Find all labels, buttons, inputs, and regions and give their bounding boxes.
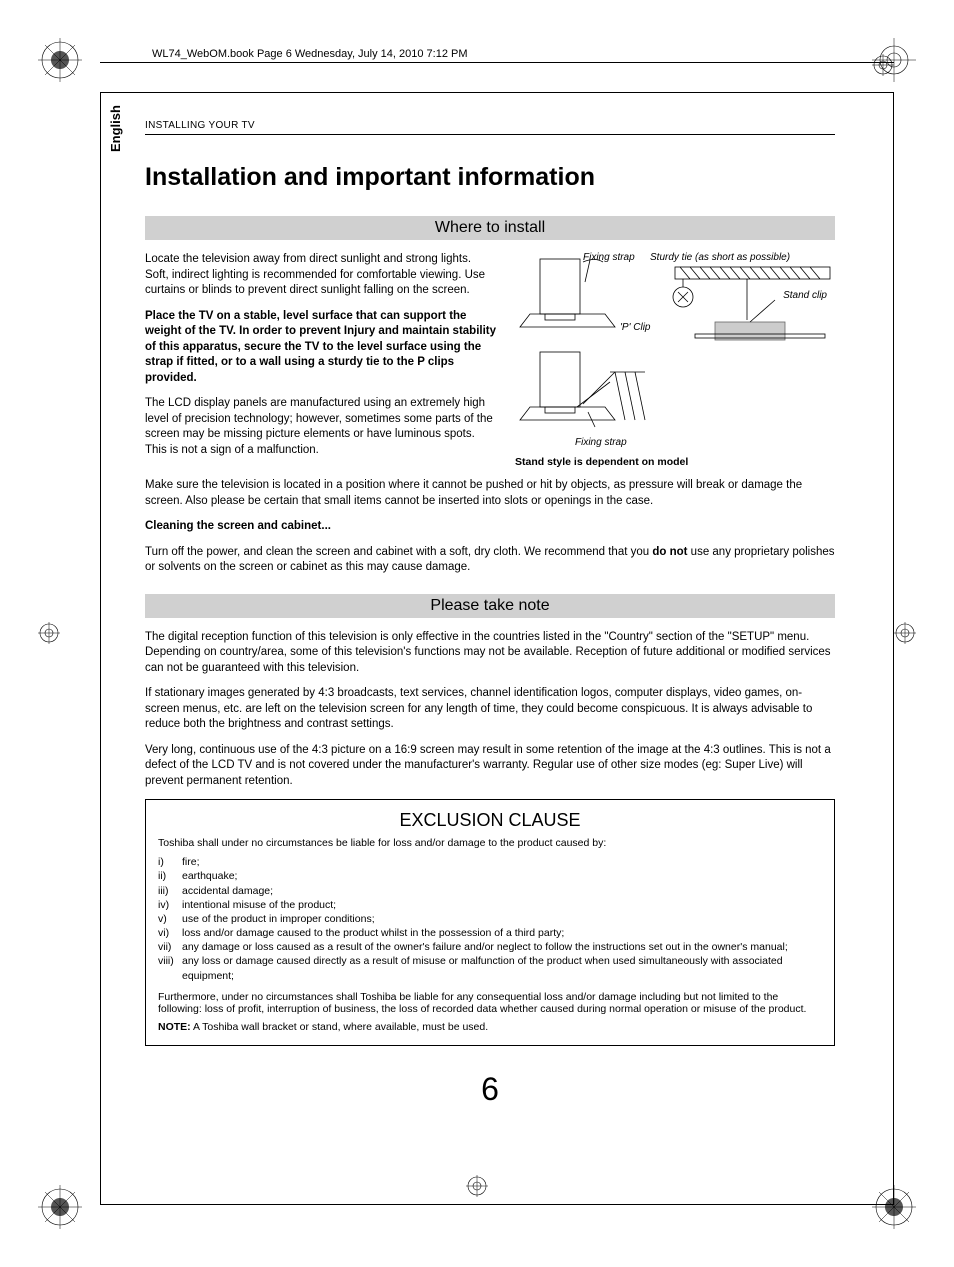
body-paragraph: Locate the television away from direct s… <box>145 252 497 299</box>
body-paragraph: The digital reception function of this t… <box>145 630 835 677</box>
exclusion-item: iv)intentional misuse of the product; <box>158 898 822 912</box>
diagram-label: Stand clip <box>783 290 827 301</box>
installation-diagram: Fixing strap Sturdy tie (as short as pos… <box>515 252 835 452</box>
reg-mark-icon <box>872 54 894 76</box>
page-number: 6 <box>145 1071 835 1108</box>
subheading: Cleaning the screen and cabinet... <box>145 519 835 535</box>
exclusion-item: vii)any damage or loss caused as a resul… <box>158 940 822 954</box>
exclusion-title: EXCLUSION CLAUSE <box>158 810 822 831</box>
exclusion-item: vi)loss and/or damage caused to the prod… <box>158 926 822 940</box>
exclusion-item: viii)any loss or damage caused directly … <box>158 954 822 982</box>
breadcrumb: INSTALLING YOUR TV <box>145 120 835 135</box>
diagram-label: Sturdy tie (as short as possible) <box>650 252 790 263</box>
exclusion-item: ii)earthquake; <box>158 869 822 883</box>
body-paragraph: Place the TV on a stable, level surface … <box>145 309 497 387</box>
diagram-label: Fixing strap <box>575 437 627 448</box>
body-paragraph: If stationary images generated by 4:3 br… <box>145 686 835 733</box>
page-title: Installation and important information <box>145 163 835 192</box>
crop-mark-icon <box>38 38 82 82</box>
exclusion-clause-box: EXCLUSION CLAUSE Toshiba shall under no … <box>145 799 835 1046</box>
body-paragraph: Make sure the television is located in a… <box>145 478 835 509</box>
body-paragraph: The LCD display panels are manufactured … <box>145 396 497 458</box>
diagram-label: 'P' Clip <box>620 322 651 333</box>
header-filename: WL74_WebOM.book Page 6 Wednesday, July 1… <box>152 48 468 60</box>
body-paragraph: Turn off the power, and clean the screen… <box>145 545 835 576</box>
diagram-caption: Stand style is dependent on model <box>515 456 835 468</box>
header-rule <box>100 62 894 63</box>
exclusion-note: NOTE: A Toshiba wall bracket or stand, w… <box>158 1021 822 1033</box>
diagram-label: Fixing strap <box>583 252 635 263</box>
reg-mark-icon <box>894 622 916 644</box>
section-heading: Where to install <box>145 216 835 240</box>
body-paragraph: Very long, continuous use of the 4:3 pic… <box>145 743 835 790</box>
section-heading: Please take note <box>145 594 835 618</box>
exclusion-list: i)fire;ii)earthquake;iii)accidental dama… <box>158 855 822 983</box>
exclusion-item: iii)accidental damage; <box>158 884 822 898</box>
exclusion-item: i)fire; <box>158 855 822 869</box>
exclusion-furthermore: Furthermore, under no circumstances shal… <box>158 991 822 1015</box>
exclusion-intro: Toshiba shall under no circumstances be … <box>158 837 822 849</box>
crop-mark-icon <box>38 1185 82 1229</box>
reg-mark-icon <box>38 622 60 644</box>
exclusion-item: v)use of the product in improper conditi… <box>158 912 822 926</box>
language-tab: English <box>108 105 123 152</box>
